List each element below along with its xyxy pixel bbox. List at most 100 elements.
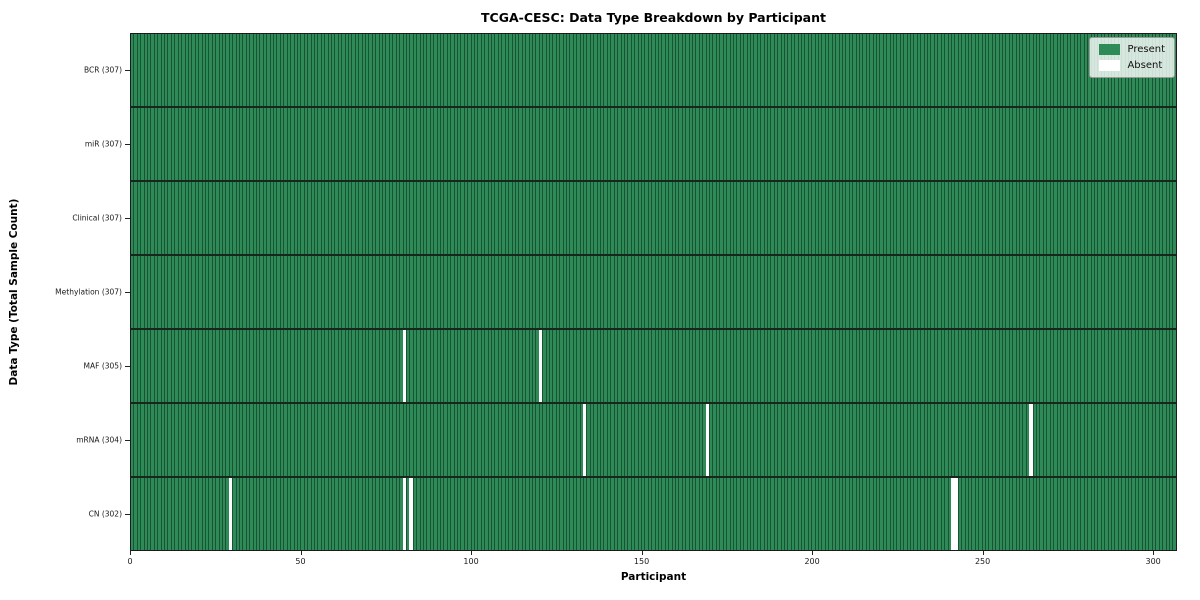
present-cell — [845, 404, 849, 476]
present-cell — [422, 478, 427, 550]
present-cell — [559, 478, 563, 550]
present-cell — [1046, 478, 1050, 550]
present-cell — [221, 34, 226, 106]
present-cell — [828, 182, 832, 254]
present-cell — [1155, 478, 1159, 550]
present-cell — [399, 108, 403, 180]
present-cell — [354, 34, 359, 106]
present-cell — [841, 404, 846, 476]
present-cell — [501, 108, 505, 180]
present-cell — [249, 34, 253, 106]
present-cell — [692, 108, 696, 180]
present-cell — [1005, 256, 1009, 328]
present-cell — [957, 330, 962, 402]
present-cell — [170, 34, 175, 106]
present-cell — [773, 404, 778, 476]
present-cell — [1042, 108, 1047, 180]
present-cell — [365, 478, 369, 550]
present-cell — [766, 478, 771, 550]
present-cell — [480, 108, 485, 180]
present-cell — [889, 108, 893, 180]
present-cell — [433, 478, 437, 550]
present-cell — [613, 404, 618, 476]
present-cell — [801, 256, 805, 328]
present-cell — [923, 108, 928, 180]
present-cell — [640, 330, 645, 402]
present-cell — [1039, 108, 1043, 180]
present-cell — [184, 182, 188, 254]
present-cell — [504, 404, 509, 476]
present-cell — [569, 256, 573, 328]
present-cell — [916, 478, 921, 550]
present-cell — [296, 330, 301, 402]
present-cell — [1056, 108, 1060, 180]
present-cell — [961, 478, 965, 550]
present-cell — [388, 404, 393, 476]
present-cell — [784, 330, 788, 402]
present-cell — [235, 256, 239, 328]
present-cell — [681, 108, 686, 180]
present-cell — [382, 108, 386, 180]
present-cell — [1059, 478, 1064, 550]
present-cell — [463, 404, 468, 476]
present-cell — [841, 478, 846, 550]
present-cell — [974, 330, 979, 402]
present-cell — [365, 330, 369, 402]
present-cell — [872, 34, 876, 106]
present-cell — [790, 478, 795, 550]
present-cell — [279, 108, 284, 180]
absent-cell — [228, 478, 233, 550]
present-cell — [181, 330, 185, 402]
present-cell — [1121, 108, 1125, 180]
present-cell — [1019, 256, 1023, 328]
present-cell — [981, 256, 985, 328]
present-cell — [160, 256, 165, 328]
present-cell — [191, 478, 195, 550]
y-tick-label: miR (307) — [84, 139, 122, 149]
present-cell — [371, 478, 376, 550]
present-cell — [1039, 404, 1043, 476]
present-cell — [664, 478, 669, 550]
present-cell — [743, 34, 747, 106]
present-cell — [1114, 256, 1118, 328]
present-cell — [664, 182, 669, 254]
present-cell — [256, 404, 260, 476]
present-cell — [678, 108, 682, 180]
present-cell — [780, 108, 784, 180]
present-cell — [1124, 404, 1129, 476]
heatmap-row-CN — [131, 476, 1176, 550]
present-cell — [150, 404, 154, 476]
present-cell — [739, 34, 744, 106]
present-cell — [906, 330, 911, 402]
present-cell — [433, 404, 437, 476]
present-cell — [416, 404, 420, 476]
present-cell — [981, 404, 985, 476]
present-cell — [252, 108, 257, 180]
present-cell — [548, 182, 553, 254]
present-cell — [889, 478, 893, 550]
present-cell — [276, 182, 280, 254]
present-cell — [569, 34, 573, 106]
present-cell — [749, 330, 754, 402]
present-cell — [330, 330, 335, 402]
present-cell — [657, 34, 662, 106]
present-cell — [1145, 182, 1149, 254]
present-cell — [589, 108, 594, 180]
present-cell — [361, 182, 366, 254]
present-cell — [157, 108, 161, 180]
present-cell — [1172, 404, 1176, 476]
present-cell — [814, 34, 819, 106]
present-cell — [187, 108, 192, 180]
present-cell — [450, 330, 454, 402]
present-cell — [368, 330, 372, 402]
present-cell — [855, 108, 859, 180]
present-cell — [698, 330, 703, 402]
present-cell — [593, 256, 597, 328]
present-cell — [920, 182, 924, 254]
present-cell — [719, 256, 723, 328]
present-cell — [603, 404, 607, 476]
present-cell — [640, 478, 645, 550]
present-cell — [245, 256, 250, 328]
present-cell — [208, 182, 212, 254]
present-cell — [743, 182, 747, 254]
